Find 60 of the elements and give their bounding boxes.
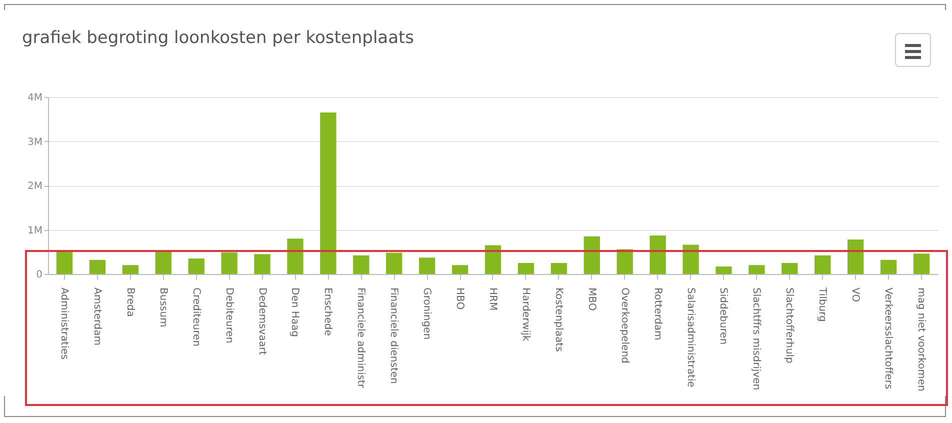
x-tick-label: mag niet voorkomen (916, 288, 927, 392)
bar (155, 250, 172, 274)
bar (386, 252, 402, 274)
x-tick-label: Debiteuren (223, 288, 234, 344)
x-tick-label: Rotterdam (652, 288, 663, 340)
x-tick-label: Groningen (421, 288, 432, 340)
bar (550, 262, 567, 274)
x-tick-label: Breda (124, 288, 136, 317)
bar (320, 112, 336, 274)
chart-title: grafiek begroting loonkosten per kostenplaats (22, 28, 414, 48)
bar (880, 260, 897, 274)
bar (221, 252, 238, 274)
bar (353, 255, 370, 274)
bar (913, 254, 930, 274)
x-tick-label: Financiele administr (355, 288, 366, 389)
x-tick-label: VO (850, 288, 861, 302)
x-tick-label: Dedemsvaart (256, 288, 268, 356)
bar (484, 245, 502, 274)
bar (716, 266, 732, 274)
x-tick-label: Tilburg (816, 286, 828, 322)
x-tick-label: Crediteuren (190, 288, 202, 346)
x-tick-label: Salarisadministratie (684, 288, 696, 388)
bar (287, 238, 304, 274)
y-tick-label: 3M (28, 136, 42, 148)
x-tick-label: Enschede (322, 288, 334, 336)
bar (188, 258, 204, 274)
bar (122, 265, 138, 274)
y-tick-label: 1M (28, 225, 42, 236)
bar (782, 262, 798, 274)
bar (682, 244, 699, 274)
bar (814, 255, 831, 274)
bar (650, 236, 666, 274)
y-tick-label: 4M (28, 92, 42, 104)
x-tick-label: Slachtofferhulp (784, 288, 795, 364)
x-tick-label: Administraties (58, 288, 70, 360)
x-tick-label: Amsterdam (91, 288, 102, 346)
x-tick-label: HRM (487, 288, 498, 311)
y-tick-label: 2M (28, 181, 42, 192)
bar (584, 236, 600, 274)
bar (452, 265, 468, 274)
x-tick-label: Verkeersslachtoffers (882, 288, 894, 390)
bar (89, 260, 106, 274)
x-tick-label: Harderwijk (520, 288, 531, 342)
bar (56, 251, 73, 274)
bar (748, 265, 765, 274)
x-tick-label: Den Haag (289, 288, 300, 337)
x-tick-label: Overkoepelend (618, 288, 630, 364)
bar (254, 254, 270, 274)
x-tick-label: Financiele diensten (388, 288, 400, 384)
bar (848, 239, 864, 274)
bar (616, 249, 633, 274)
y-tick-label: 0 (36, 270, 42, 280)
x-tick-label: Kostenplaats (552, 288, 564, 352)
x-tick-label: Slachtffrs misdrijven (750, 288, 762, 390)
x-tick-label: Bussum (157, 288, 168, 328)
x-tick-label: Siddeburen (718, 288, 729, 345)
bar (419, 258, 436, 274)
bar (518, 262, 534, 274)
x-tick-label: HBO (454, 288, 466, 310)
x-tick-label: MBO (586, 288, 597, 311)
